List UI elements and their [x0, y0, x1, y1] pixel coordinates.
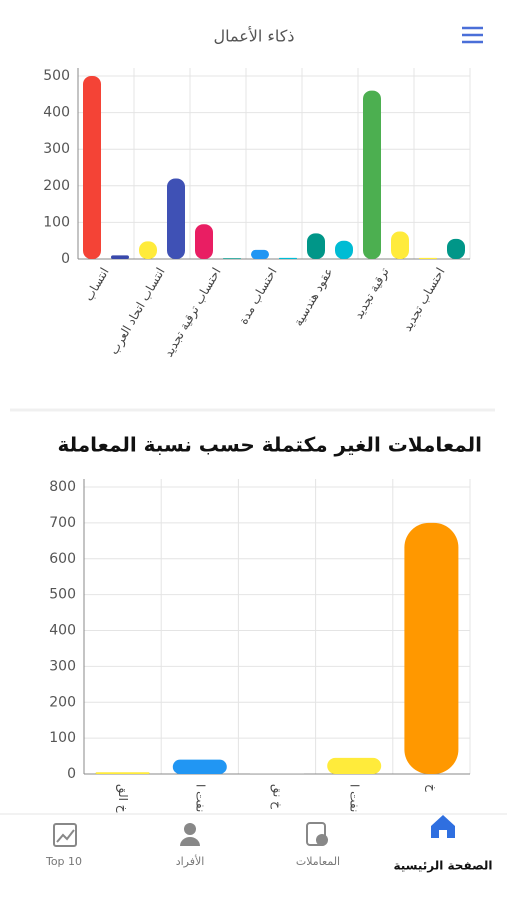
bar	[195, 224, 213, 259]
bottom-nav: Top 10 الأفراد المعاملات الصفحة الرئيسية	[0, 813, 507, 900]
bar	[251, 249, 269, 259]
bar	[335, 240, 353, 259]
nav-background	[0, 814, 507, 900]
y-tick-label: 400	[43, 105, 70, 121]
nav-individuals[interactable]: الأفراد	[176, 823, 205, 868]
nav-label: الأفراد	[176, 854, 205, 868]
bar	[327, 757, 382, 774]
y-tick-label: 200	[43, 178, 70, 194]
bar	[419, 257, 437, 259]
x-tick-label: خ نق	[270, 784, 285, 809]
x-tick-label: خ	[425, 784, 439, 792]
nav-label-active: الصفحة الرئيسية	[393, 859, 492, 873]
nav-label: المعاملات	[296, 855, 340, 868]
bar	[391, 231, 409, 259]
bar	[111, 255, 129, 259]
y-tick-label: 0	[67, 766, 76, 782]
header: ذكاء الأعمال	[213, 26, 483, 46]
y-tick-label: 200	[49, 694, 76, 710]
y-tick-label: 0	[61, 251, 70, 267]
y-tick-label: 300	[49, 658, 76, 674]
y-tick-label: 600	[49, 551, 76, 567]
x-tick-label: نفت ا	[348, 784, 362, 812]
bar	[167, 178, 185, 259]
bar	[307, 233, 325, 259]
y-tick-label: 700	[49, 515, 76, 531]
chart-title: المعاملات الغير مكتملة حسب نسبة المعاملة	[57, 433, 482, 457]
y-tick-label: 800	[49, 479, 76, 495]
bar	[250, 773, 304, 774]
y-tick-label: 500	[43, 68, 70, 84]
nav-transactions[interactable]: المعاملات	[296, 822, 340, 868]
bar	[279, 257, 297, 259]
menu-button[interactable]	[462, 26, 483, 44]
bar	[95, 772, 150, 774]
nav-home[interactable]: الصفحة الرئيسية	[393, 815, 493, 873]
nav-top10[interactable]: Top 10	[45, 823, 82, 868]
y-tick-label: 400	[49, 623, 76, 639]
bar	[404, 522, 459, 774]
bar	[363, 90, 381, 259]
bar	[83, 76, 101, 259]
nav-label: Top 10	[45, 855, 82, 868]
y-tick-label: 300	[43, 141, 70, 157]
header-title: ذكاء الأعمال	[213, 26, 294, 46]
bar	[447, 238, 465, 259]
y-tick-label: 100	[49, 730, 76, 746]
bar	[139, 241, 157, 259]
x-tick-label: نفت ا	[193, 784, 207, 812]
x-tick-label: خ الق	[115, 784, 130, 813]
y-tick-label: 100	[43, 214, 70, 230]
bar	[172, 759, 227, 774]
y-tick-label: 500	[49, 587, 76, 603]
bar	[223, 258, 241, 259]
